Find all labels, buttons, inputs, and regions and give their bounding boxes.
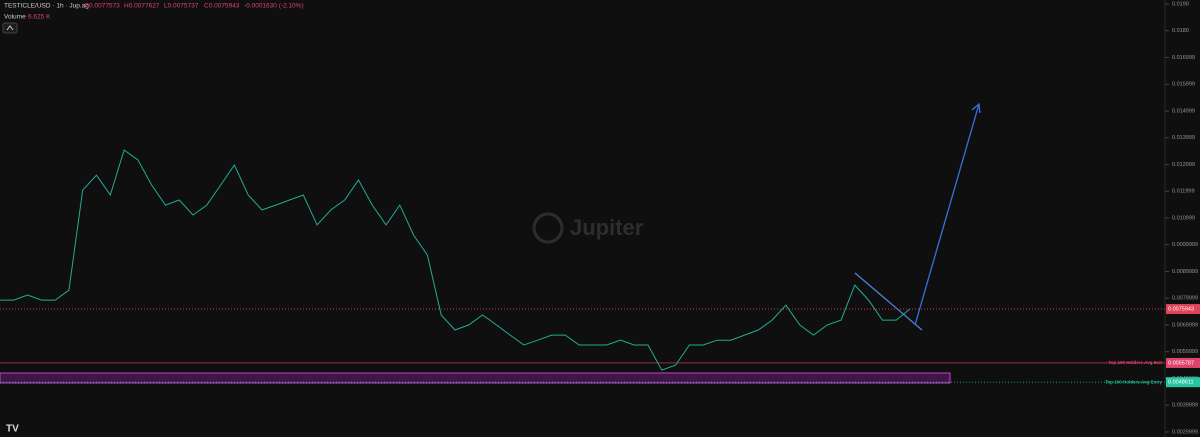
y-tick-label: 0.014999 bbox=[1172, 108, 1195, 114]
ohlc-change: -0.0001630 (-2.10%) bbox=[244, 3, 304, 10]
y-tick-label: 0.011999 bbox=[1172, 189, 1195, 195]
volume-value: 6.625 K bbox=[28, 14, 51, 21]
y-tick-label: 0.0029999 bbox=[1172, 429, 1198, 435]
last-price-label: 0.0075943 bbox=[1168, 307, 1194, 313]
symbol-title: TESTICLE/USD · 1h · Jup.ag bbox=[4, 3, 89, 10]
y-tick-label: 0.0099999 bbox=[1172, 242, 1198, 248]
tv-logo: TV bbox=[6, 424, 19, 435]
trend-line bbox=[854, 272, 923, 331]
y-tick-label: 0.015999 bbox=[1172, 82, 1195, 88]
level-name: Top 100 Holders Avg Exit bbox=[1108, 360, 1162, 365]
y-tick-label: 0.012999 bbox=[1172, 162, 1195, 168]
level-value: 0.0055787 bbox=[1168, 360, 1194, 366]
ohlc-open: O0.0077573 bbox=[84, 3, 120, 10]
y-tick-label: 0.0069999 bbox=[1172, 322, 1198, 328]
entry-zone bbox=[0, 372, 951, 384]
price-line bbox=[0, 149, 911, 371]
last-price-tag bbox=[1166, 304, 1200, 315]
arrow-line bbox=[914, 103, 980, 326]
y-tick-label: 0.016999 bbox=[1172, 55, 1195, 61]
y-tick-label: 0.0190 bbox=[1172, 1, 1189, 7]
level-name: Top 100 Holders Avg Entry bbox=[1105, 379, 1162, 384]
level-tag bbox=[1166, 377, 1200, 388]
y-tick-label: 0.0089999 bbox=[1172, 269, 1198, 275]
arrow-head bbox=[971, 102, 981, 114]
watermark-text: Jupiter bbox=[570, 215, 644, 240]
y-tick-label: 0.010999 bbox=[1172, 215, 1195, 221]
level-value: 0.0048611 bbox=[1168, 380, 1194, 386]
level-tag bbox=[1166, 357, 1200, 368]
ohlc-close: C0.0075943 bbox=[204, 3, 240, 10]
ohlc-low: L0.0075737 bbox=[164, 3, 199, 10]
volume-label: Volume bbox=[4, 14, 26, 21]
watermark: Jupiter bbox=[532, 212, 644, 244]
watermark-logo bbox=[532, 212, 564, 244]
collapse-icon bbox=[6, 25, 14, 31]
y-tick-label: 0.0059999 bbox=[1172, 349, 1198, 355]
y-tick-label: 0.0180 bbox=[1172, 28, 1189, 34]
collapse-button[interactable] bbox=[2, 22, 18, 34]
y-tick-label: 0.0079999 bbox=[1172, 296, 1198, 302]
y-tick-label: 0.013999 bbox=[1172, 135, 1195, 141]
ohlc-high: H0.0077627 bbox=[124, 3, 160, 10]
y-tick-label: 0.0039999 bbox=[1172, 403, 1198, 409]
